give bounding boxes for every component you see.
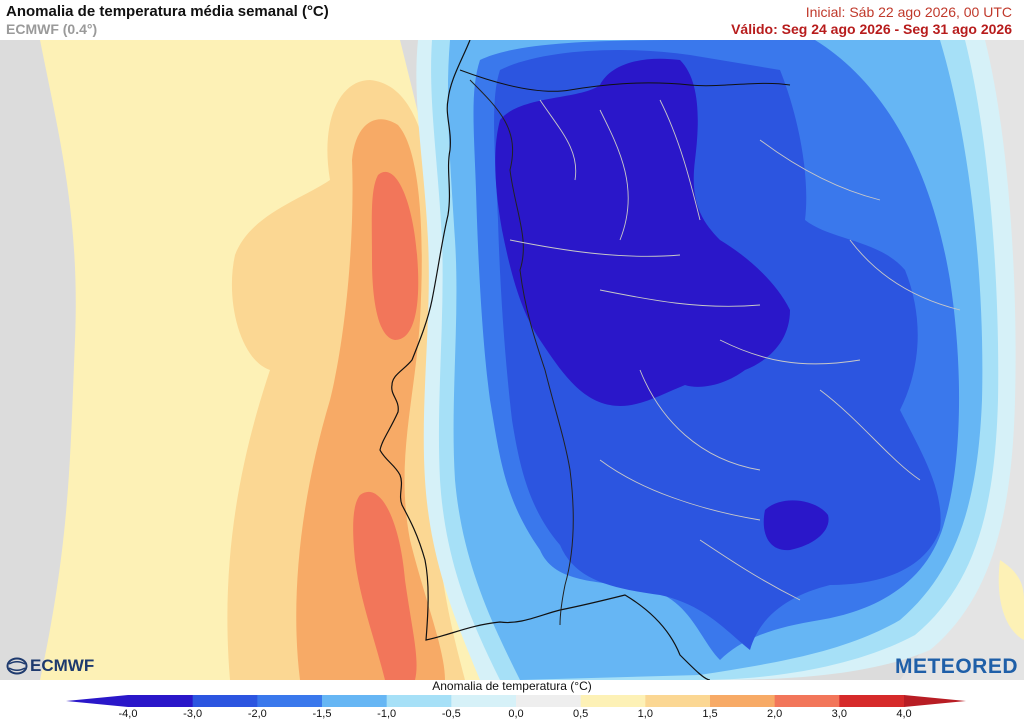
legend-arrow-left — [66, 695, 128, 707]
legend-swatch — [645, 695, 711, 707]
model-label: ECMWF (0.4°) — [6, 21, 98, 37]
map-title: Anomalia de temperatura média semanal (°… — [6, 3, 329, 20]
legend-swatch — [386, 695, 452, 707]
legend-swatch — [580, 695, 646, 707]
legend-swatch — [710, 695, 776, 707]
init-time: Inicial: Sáb 22 ago 2026, 00 UTC — [805, 4, 1012, 20]
ecmwf-globe-icon — [6, 657, 28, 675]
ecmwf-logo: ECMWF — [6, 656, 94, 676]
legend-swatch — [257, 695, 323, 707]
legend-tick-label: -1,5 — [312, 708, 332, 720]
legend-swatch — [322, 695, 388, 707]
legend-tick-label: -3,0 — [183, 708, 203, 720]
legend-tick-label: 0,0 — [508, 708, 524, 720]
legend-tick-label: 1,0 — [637, 708, 653, 720]
legend-arrow-right — [904, 695, 966, 707]
legend-tick-label: -2,0 — [247, 708, 267, 720]
legend-tick-label: 3,0 — [831, 708, 847, 720]
legend-tick-label: 2,0 — [767, 708, 783, 720]
legend-swatch — [192, 695, 258, 707]
legend-swatch — [516, 695, 582, 707]
warm-core-south — [353, 491, 417, 680]
coastline — [379, 40, 711, 680]
legend-swatch — [128, 695, 194, 707]
color-legend — [66, 695, 966, 707]
legend-title: Anomalia de temperatura (°C) — [432, 679, 592, 693]
warm-core-north — [371, 171, 419, 340]
meteored-logo: METEORED — [894, 655, 1018, 678]
legend-tick-label: 1,5 — [702, 708, 718, 720]
legend-tick-label: -0,5 — [441, 708, 461, 720]
legend-tick-label: 4,0 — [896, 708, 912, 720]
legend-tick-label: -4,0 — [118, 708, 138, 720]
legend-swatch — [774, 695, 840, 707]
legend-tick-label: 0,5 — [573, 708, 589, 720]
legend-swatch — [451, 695, 517, 707]
regional-borders — [509, 99, 961, 601]
valid-period: Válido: Seg 24 ago 2026 - Seg 31 ago 202… — [731, 21, 1012, 37]
warm-zone-east — [998, 560, 1024, 640]
legend-tick-label: -1,0 — [377, 708, 397, 720]
cold-core-southeast — [763, 500, 829, 551]
cold-zone-darkest — [495, 58, 790, 406]
ecmwf-logo-text: ECMWF — [30, 656, 95, 675]
border-portugal-spain — [469, 79, 574, 626]
coastline-north — [459, 69, 791, 92]
legend-swatch — [839, 695, 905, 707]
anomaly-map[interactable] — [0, 40, 1024, 680]
